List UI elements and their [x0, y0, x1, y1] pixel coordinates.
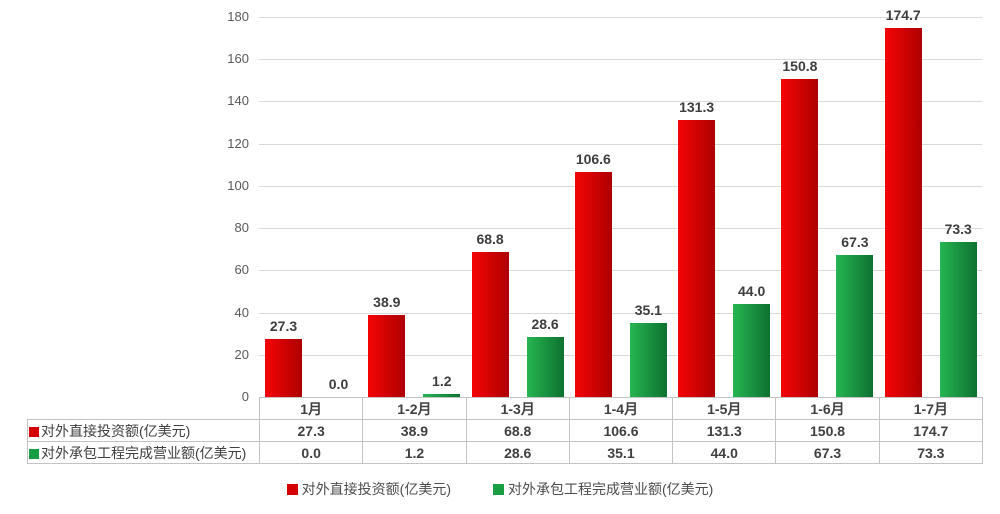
data-label-series2-1-7月: 73.3: [944, 221, 972, 238]
y-tick-label-20: 20: [234, 346, 249, 362]
table-data-row-series1: 对外直接投资额(亿美元) 27.3 38.9 68.8 106.6 131.3 150.8 1…: [27, 419, 984, 442]
series1-name: 对外直接投资额(亿美元): [41, 422, 191, 439]
y-tick-label-180: 180: [227, 9, 249, 24]
y-tick-label-60: 60: [234, 262, 249, 278]
legend-swatch-series1-icon: [286, 483, 298, 495]
table-header-row: 1月 1-2月 1-3月 1-4月 1-5月 1-6月 1-7月: [27, 397, 984, 420]
gridline-120: [259, 143, 982, 145]
data-label-series2-1-5月: 44.0: [738, 283, 766, 300]
y-tick-label-40: 40: [234, 304, 249, 320]
legend-label-series2: 对外承包工程完成营业额(亿美元): [508, 481, 714, 497]
gridline-40: [259, 312, 982, 314]
table-value-series2-1-6月: 67.3: [775, 441, 880, 464]
data-label-series1-1-3月: 68.8: [476, 230, 504, 247]
bar-series2-1-5月: [733, 304, 771, 397]
bar-series2-1-6月: [836, 254, 874, 397]
table-row-header-series1: 对外直接投资额(亿美元): [27, 419, 260, 442]
gridline-20: [259, 354, 982, 356]
gridline-140: [259, 101, 982, 103]
data-label-series2-1-2月: 1.2: [432, 373, 452, 390]
table-value-series1-1-3月: 68.8: [465, 419, 570, 442]
bar-series1-1-4月: [574, 171, 612, 397]
table-row-header-series2: 对外承包工程完成营业额(亿美元): [27, 441, 260, 464]
series2-name: 对外承包工程完成营业额(亿美元): [41, 444, 247, 461]
data-label-series1-1-5月: 131.3: [679, 98, 715, 115]
data-label-series2-1月: 0.0: [328, 376, 349, 392]
y-tick-label-100: 100: [227, 177, 249, 193]
gridline-160: [259, 59, 982, 61]
data-label-series2-1-3月: 28.6: [531, 315, 559, 332]
y-tick-label-140: 140: [227, 93, 249, 109]
table-value-series1-1-2月: 38.9: [362, 419, 467, 442]
bar-series2-1-3月: [526, 336, 564, 397]
data-label-series1-1-4月: 106.6: [575, 150, 611, 167]
legend-label-series1: 对外直接投资额(亿美元): [301, 481, 451, 497]
table-data-row-series2: 对外承包工程完成营业额(亿美元) 0.0 1.2 28.6 35.1 44.0 67.3 73…: [27, 441, 984, 464]
data-label-series2-1-4月: 35.1: [634, 301, 662, 318]
bar-series2-1-4月: [629, 322, 667, 397]
table-value-series2-1-4月: 35.1: [568, 441, 674, 464]
bar-series1-1-2月: [368, 314, 406, 397]
bar-series1-1-3月: [471, 251, 509, 397]
table-value-series1-1-6月: 150.8: [775, 419, 880, 442]
table-month-header-1-3月: 1-3月: [465, 397, 570, 420]
table-value-series1-1-5月: 131.3: [672, 419, 777, 442]
series2-swatch-icon: [29, 448, 39, 459]
data-table: 1月 1-2月 1-3月 1-4月 1-5月 1-6月 1-7月对外直接投资额(亿美元) 27…: [27, 397, 984, 464]
bar-series1-1-5月: [678, 119, 716, 397]
legend-swatch-series2-icon: [493, 483, 504, 495]
gridline-100: [259, 185, 982, 187]
series1-swatch-icon: [29, 426, 39, 437]
y-tick-label-160: 160: [227, 51, 249, 67]
bar-series1-1-7月: [884, 28, 922, 397]
bar-series1-1-6月: [781, 78, 819, 397]
legend-item-series1: 对外直接投资额(亿美元): [286, 479, 451, 499]
y-tick-label-0: 0: [241, 389, 249, 404]
chart-legend: 对外直接投资额(亿美元) 对外承包工程完成营业额(亿美元): [0, 477, 1000, 501]
data-label-series2-1-6月: 67.3: [841, 233, 869, 250]
table-value-series2-1月: 0.0: [258, 441, 364, 464]
bar-series2-1-2月: [423, 394, 461, 397]
bar-series2-1-7月: [939, 242, 977, 397]
data-label-series1-1-2月: 38.9: [373, 293, 401, 310]
table-value-series1-1-4月: 106.6: [568, 419, 674, 442]
table-month-header-1月: 1月: [258, 397, 364, 420]
table-value-series1-1月: 27.3: [258, 419, 364, 442]
table-month-header-1-4月: 1-4月: [568, 397, 674, 420]
table-value-series2-1-3月: 28.6: [465, 441, 570, 464]
table-month-header-1-2月: 1-2月: [362, 397, 467, 420]
y-tick-label-80: 80: [234, 220, 249, 236]
gridline-180: [259, 17, 982, 18]
data-label-series1-1月: 27.3: [269, 318, 298, 335]
table-month-header-1-6月: 1-6月: [775, 397, 880, 420]
table-value-series2-1-2月: 1.2: [362, 441, 467, 464]
table-month-header-1-5月: 1-5月: [672, 397, 777, 420]
data-label-series1-1-6月: 150.8: [782, 57, 818, 74]
y-tick-label-120: 120: [227, 135, 249, 151]
bar-series1-1月: [265, 339, 302, 397]
table-value-series1-1-7月: 174.7: [878, 419, 984, 442]
table-corner-cell: [27, 397, 260, 420]
gridline-60: [259, 270, 982, 272]
table-month-header-1-7月: 1-7月: [878, 397, 984, 420]
data-label-series1-1-7月: 174.7: [885, 7, 921, 24]
table-value-series2-1-5月: 44.0: [672, 441, 777, 464]
gridline-80: [259, 228, 982, 230]
legend-item-series2: 对外承包工程完成营业额(亿美元): [493, 479, 713, 499]
table-value-series2-1-7月: 73.3: [878, 441, 984, 464]
